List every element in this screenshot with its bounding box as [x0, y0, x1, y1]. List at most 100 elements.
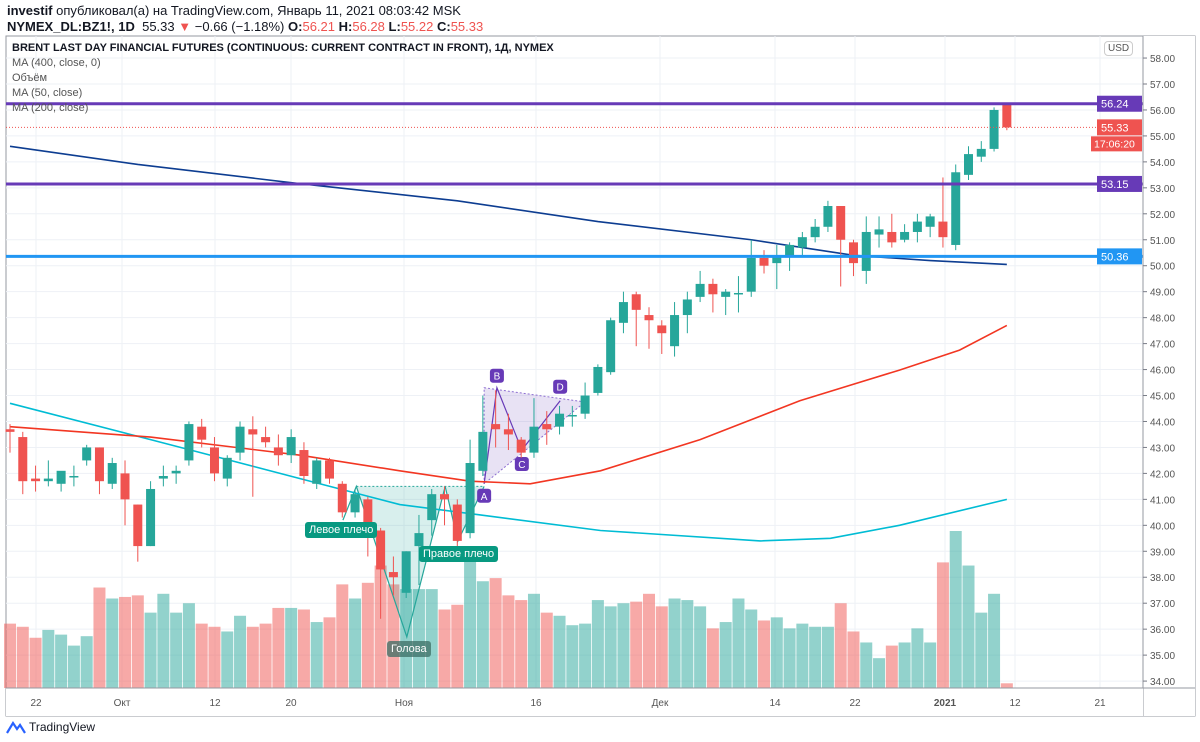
- last-price: 55.33: [142, 19, 175, 34]
- published-text: опубликовал(а) на TradingView.com, Январ…: [56, 3, 461, 18]
- candle-body: [5, 429, 15, 432]
- legend-ma50[interactable]: MA (50, close): [12, 87, 83, 99]
- time-tick-label: Дек: [652, 698, 669, 709]
- time-tick-label: Ноя: [395, 698, 413, 709]
- volume-bar: [387, 584, 400, 688]
- candle-body: [785, 244, 795, 256]
- price-tick-label: 51.00: [1150, 236, 1175, 247]
- volume-bar: [489, 578, 502, 688]
- left-shoulder-label[interactable]: Левое плечо: [305, 522, 378, 538]
- volume-bar: [349, 598, 362, 688]
- volume-bar: [93, 587, 106, 688]
- candle-body: [82, 447, 92, 461]
- head-label[interactable]: Голова: [387, 641, 431, 657]
- ma400-line: [9, 145, 1007, 266]
- current-price-badge: 55.33: [1101, 122, 1129, 134]
- volume-bar: [438, 609, 451, 688]
- volume-bar: [834, 603, 847, 688]
- candle-body: [606, 320, 616, 373]
- candle-body: [644, 315, 654, 321]
- time-tick-label: Окт: [114, 698, 131, 709]
- volume-bar: [451, 604, 464, 688]
- volume-bar: [195, 623, 208, 688]
- price-tick-label: 41.00: [1150, 495, 1175, 506]
- volume-bar: [885, 645, 898, 688]
- volume-bar: [719, 622, 732, 688]
- volume-bar: [553, 615, 566, 688]
- candle-body: [516, 439, 526, 453]
- candle-body: [43, 478, 53, 482]
- down-arrow-icon: ▼: [178, 19, 192, 34]
- legend-ma200[interactable]: MA (200, close): [12, 102, 89, 114]
- volume-bar: [29, 637, 42, 688]
- time-tick-label: 21: [1094, 698, 1106, 709]
- volume-bar: [272, 607, 285, 688]
- author[interactable]: investif: [7, 3, 53, 18]
- volume-bar: [668, 598, 681, 688]
- change: −0.66 (−1.18%): [194, 19, 285, 34]
- volume-bar: [579, 623, 592, 688]
- countdown-label: 17:06:20: [1094, 138, 1135, 150]
- volume-bar: [515, 600, 528, 688]
- legend-ma400[interactable]: MA (400, close, 0): [12, 57, 101, 69]
- volume-bar: [898, 642, 911, 688]
- right-shoulder-label[interactable]: Правое плечо: [419, 546, 499, 562]
- low-label: L:: [388, 19, 401, 34]
- candle-body: [440, 494, 450, 500]
- price-tick-label: 39.00: [1150, 547, 1175, 558]
- candle-body: [325, 460, 334, 479]
- candle-body: [823, 206, 833, 227]
- volume-bar: [527, 593, 540, 688]
- volume-bar: [464, 554, 477, 688]
- candle-body: [273, 447, 283, 456]
- abcd-point-C: [514, 457, 529, 472]
- abcd-point-A: [477, 488, 492, 503]
- low-value: 55.22: [400, 19, 434, 34]
- volume-bar: [540, 612, 553, 688]
- tradingview-logo[interactable]: TradingView: [6, 720, 95, 734]
- candle-body: [299, 450, 309, 476]
- legend-volume[interactable]: Объём: [12, 72, 48, 84]
- candle-body: [657, 325, 667, 334]
- volume-bar: [361, 582, 374, 688]
- candle-body: [567, 414, 577, 417]
- candle-body: [580, 395, 590, 414]
- candle-body: [31, 478, 41, 482]
- volume-bar: [67, 645, 80, 688]
- volume-bar: [617, 603, 630, 688]
- high-value: 56.28: [352, 19, 385, 34]
- volume-bar: [374, 565, 387, 688]
- candle-body: [401, 551, 411, 593]
- volume-bar: [694, 606, 707, 688]
- close-value: 55.33: [450, 19, 484, 34]
- high-label: H:: [338, 19, 353, 34]
- candle-body: [593, 366, 603, 393]
- volume-bar: [170, 612, 183, 688]
- abcd-label: A: [481, 492, 488, 503]
- candle-body: [746, 257, 756, 292]
- time-tick-label: 2021: [934, 698, 957, 709]
- volume-bar: [847, 631, 860, 688]
- volume-bar: [425, 589, 438, 688]
- candle-body: [631, 294, 641, 310]
- candle-body: [925, 216, 935, 227]
- candle-body: [797, 237, 807, 248]
- candle-body: [682, 299, 692, 316]
- candle-body: [414, 533, 424, 547]
- time-tick-label: 20: [285, 698, 297, 709]
- level-badge: 50.36: [1101, 251, 1129, 263]
- currency-button[interactable]: USD: [1104, 41, 1134, 56]
- candle-body: [18, 437, 28, 482]
- volume-bar: [809, 626, 822, 688]
- time-tick-label: 14: [769, 698, 781, 709]
- volume-bar: [144, 612, 157, 688]
- chart-legend: BRENT LAST DAY FINANCIAL FUTURES (CONTIN…: [12, 41, 554, 116]
- current-price-badge-bg: [1097, 119, 1142, 136]
- volume-bar: [157, 593, 170, 688]
- candle-body: [759, 257, 769, 266]
- candle-body: [772, 255, 782, 264]
- volume-bar: [604, 606, 617, 688]
- price-tick-label: 49.00: [1150, 288, 1175, 299]
- countdown-bg: [1091, 136, 1142, 152]
